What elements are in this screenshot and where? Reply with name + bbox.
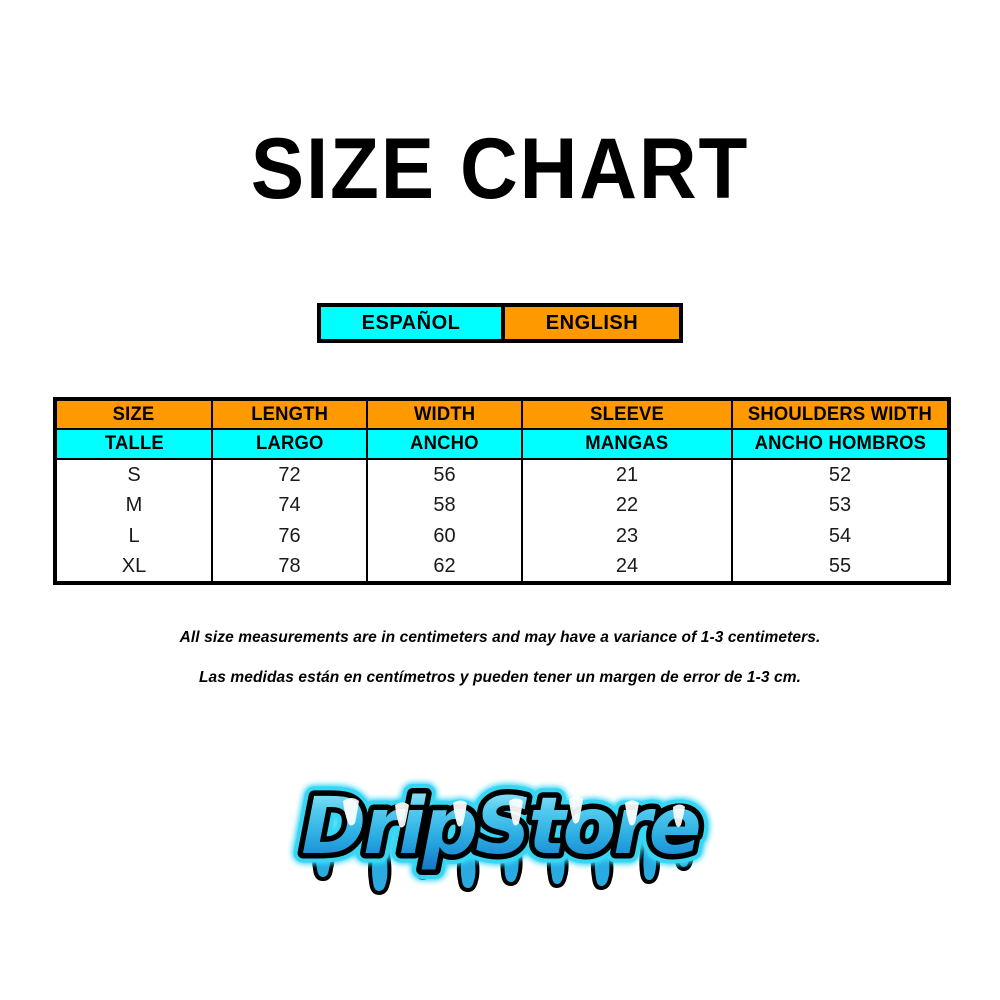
logo-outline-layer: DripStore [301, 782, 698, 872]
brand-logo: DripStore DripStore DripStore [277, 753, 723, 898]
cell-size: XL [55, 552, 213, 583]
cell-width: 62 [366, 552, 523, 583]
logo-highlights [343, 796, 685, 828]
cell-width: 56 [366, 459, 523, 490]
cell-shoulders-width: 55 [731, 552, 949, 583]
table-row: L 76 60 23 54 [55, 521, 949, 552]
logo-glow-layer: DripStore [301, 782, 698, 872]
table-row: XL 78 62 24 55 [55, 552, 949, 583]
header-es-ancho: ANCHO [366, 429, 523, 460]
cell-shoulders-width: 53 [731, 490, 949, 521]
page-title: SIZE CHART [250, 121, 750, 217]
language-button-spanish[interactable]: ESPAÑOL [321, 307, 501, 339]
cell-length: 72 [211, 459, 368, 490]
cell-sleeve: 22 [521, 490, 733, 521]
cell-length: 74 [211, 490, 368, 521]
header-en-shoulders-width: SHOULDERS WIDTH [731, 399, 949, 430]
header-en-sleeve: SLEEVE [521, 399, 733, 430]
language-toggle: ESPAÑOL ENGLISH [317, 303, 683, 343]
footnote-english: All size measurements are in centimeters… [179, 629, 821, 646]
header-es-talle: TALLE [55, 429, 213, 460]
cell-length: 76 [211, 521, 368, 552]
logo-drips [311, 829, 695, 895]
header-es-ancho-hombros: ANCHO HOMBROS [731, 429, 949, 460]
header-es-largo: LARGO [211, 429, 368, 460]
cell-shoulders-width: 54 [731, 521, 949, 552]
footnote-spanish: Las medidas están en centímetros y puede… [198, 669, 802, 686]
cell-sleeve: 23 [521, 521, 733, 552]
table-row: M 74 58 22 53 [55, 490, 949, 521]
table-header-row-english: SIZE LENGTH WIDTH SLEEVE SHOULDERS WIDTH [55, 399, 949, 430]
cell-size: M [55, 490, 213, 521]
language-button-english[interactable]: ENGLISH [505, 307, 679, 339]
header-es-mangas: MANGAS [521, 429, 733, 460]
language-toggle-divider [501, 307, 505, 339]
cell-size: S [55, 459, 213, 490]
cell-sleeve: 24 [521, 552, 733, 583]
table-header-row-spanish: TALLE LARGO ANCHO MANGAS ANCHO HOMBROS [55, 429, 949, 460]
cell-width: 58 [366, 490, 523, 521]
cell-size: L [55, 521, 213, 552]
cell-shoulders-width: 52 [731, 459, 949, 490]
logo-wordmark: DripStore [301, 782, 698, 872]
header-en-length: LENGTH [211, 399, 368, 430]
brand-logo-graphic: DripStore DripStore DripStore [292, 773, 711, 895]
table-row: S 72 56 21 52 [55, 459, 949, 490]
header-en-size: SIZE [55, 399, 213, 430]
cell-width: 60 [366, 521, 523, 552]
header-en-width: WIDTH [366, 399, 523, 430]
size-chart-table: SIZE LENGTH WIDTH SLEEVE SHOULDERS WIDTH… [53, 397, 951, 585]
cell-sleeve: 21 [521, 459, 733, 490]
cell-length: 78 [211, 552, 368, 583]
